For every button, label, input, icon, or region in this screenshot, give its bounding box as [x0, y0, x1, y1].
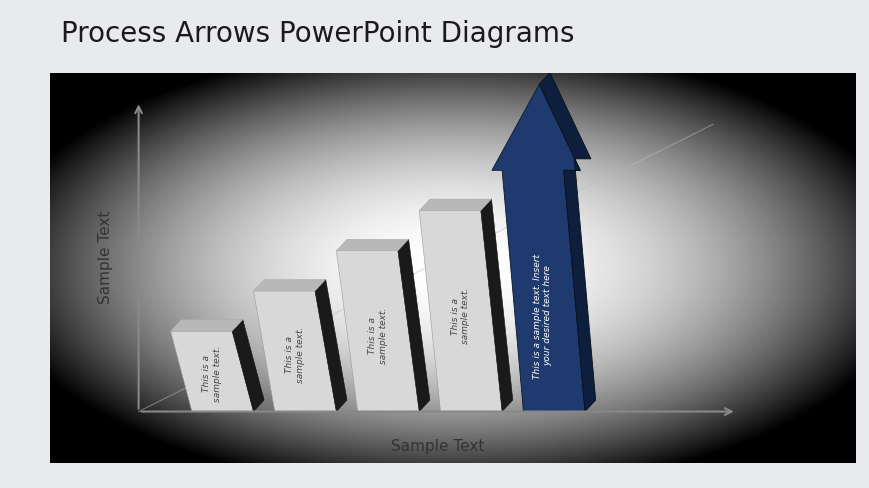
Text: This is a
sample text.: This is a sample text.: [285, 326, 304, 382]
Polygon shape: [491, 85, 584, 412]
Text: Process Arrows PowerPoint Diagrams: Process Arrows PowerPoint Diagrams: [61, 20, 574, 47]
Polygon shape: [419, 211, 501, 412]
Text: This is a
sample text.: This is a sample text.: [450, 287, 470, 344]
Polygon shape: [253, 280, 325, 291]
Polygon shape: [419, 200, 491, 211]
Polygon shape: [315, 280, 347, 412]
Polygon shape: [232, 320, 264, 412]
Polygon shape: [170, 331, 253, 412]
Polygon shape: [253, 291, 336, 412]
Polygon shape: [336, 251, 419, 412]
Polygon shape: [336, 240, 408, 251]
Text: This is a
sample text.: This is a sample text.: [202, 345, 222, 401]
Text: This is a sample text. Insert
your desired text here: This is a sample text. Insert your desir…: [532, 253, 552, 378]
Polygon shape: [397, 240, 429, 412]
Polygon shape: [481, 200, 512, 412]
Text: Sample Text: Sample Text: [98, 210, 113, 304]
Text: Sample Text: Sample Text: [390, 439, 484, 453]
Polygon shape: [539, 74, 595, 412]
Text: This is a
sample text.: This is a sample text.: [368, 306, 387, 363]
Polygon shape: [170, 320, 242, 331]
